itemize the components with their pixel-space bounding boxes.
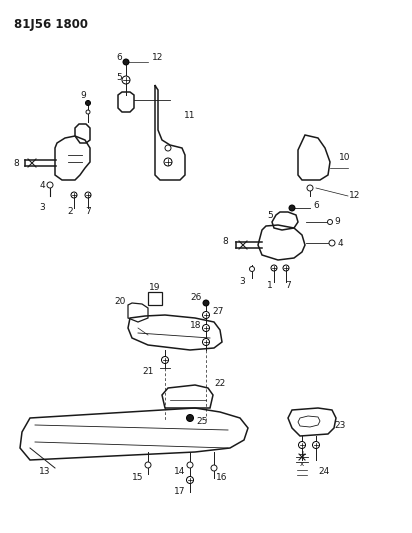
Circle shape xyxy=(123,59,129,65)
Circle shape xyxy=(299,441,306,448)
Text: 5: 5 xyxy=(116,72,122,82)
Text: 7: 7 xyxy=(285,280,291,289)
Text: 9: 9 xyxy=(80,91,86,100)
Circle shape xyxy=(47,182,53,188)
Circle shape xyxy=(203,325,209,332)
Text: 25: 25 xyxy=(196,417,208,426)
Text: 10: 10 xyxy=(339,154,351,163)
Circle shape xyxy=(165,145,171,151)
Text: 16: 16 xyxy=(216,473,228,482)
Text: 17: 17 xyxy=(174,488,186,497)
Circle shape xyxy=(312,441,319,448)
Circle shape xyxy=(283,265,289,271)
Circle shape xyxy=(328,220,332,224)
Text: 6: 6 xyxy=(116,53,122,62)
Text: 13: 13 xyxy=(39,467,51,477)
Text: 19: 19 xyxy=(149,282,161,292)
Circle shape xyxy=(122,76,130,84)
Circle shape xyxy=(203,311,209,319)
Text: 5: 5 xyxy=(267,212,273,221)
Text: 3: 3 xyxy=(39,203,45,212)
Circle shape xyxy=(162,357,169,364)
Text: 21: 21 xyxy=(142,367,154,376)
Text: 14: 14 xyxy=(174,467,186,477)
Text: 26: 26 xyxy=(190,293,202,302)
Circle shape xyxy=(329,240,335,246)
Text: 6: 6 xyxy=(313,200,319,209)
Text: 4: 4 xyxy=(337,238,343,247)
Text: 8: 8 xyxy=(222,238,228,246)
Circle shape xyxy=(203,338,209,345)
Text: x: x xyxy=(300,461,304,467)
Text: 9: 9 xyxy=(334,217,340,227)
Text: 12: 12 xyxy=(349,191,360,200)
Text: 12: 12 xyxy=(152,53,164,62)
Text: 81J56 1800: 81J56 1800 xyxy=(14,18,88,31)
Text: 8: 8 xyxy=(13,158,19,167)
Circle shape xyxy=(289,205,295,211)
Text: 7: 7 xyxy=(85,207,91,216)
Circle shape xyxy=(145,462,151,468)
Circle shape xyxy=(164,158,172,166)
Circle shape xyxy=(86,110,90,114)
Text: 11: 11 xyxy=(184,110,196,119)
Text: 3: 3 xyxy=(239,278,245,287)
Circle shape xyxy=(187,462,193,468)
Text: 18: 18 xyxy=(190,320,202,329)
Text: 22: 22 xyxy=(214,378,226,387)
Circle shape xyxy=(203,300,209,306)
Circle shape xyxy=(187,477,194,483)
Circle shape xyxy=(211,465,217,471)
Circle shape xyxy=(86,101,91,106)
Circle shape xyxy=(187,415,194,422)
Circle shape xyxy=(307,185,313,191)
Text: +: + xyxy=(298,450,306,460)
Text: 1: 1 xyxy=(267,280,273,289)
Circle shape xyxy=(85,192,91,198)
Text: 24: 24 xyxy=(318,467,330,477)
Text: 20: 20 xyxy=(114,297,126,306)
Text: 2: 2 xyxy=(67,207,73,216)
Circle shape xyxy=(271,265,277,271)
Text: 27: 27 xyxy=(212,308,224,317)
Text: 15: 15 xyxy=(132,473,144,482)
Text: 23: 23 xyxy=(334,421,346,430)
Text: 4: 4 xyxy=(39,182,45,190)
Circle shape xyxy=(250,266,255,271)
Circle shape xyxy=(71,192,77,198)
